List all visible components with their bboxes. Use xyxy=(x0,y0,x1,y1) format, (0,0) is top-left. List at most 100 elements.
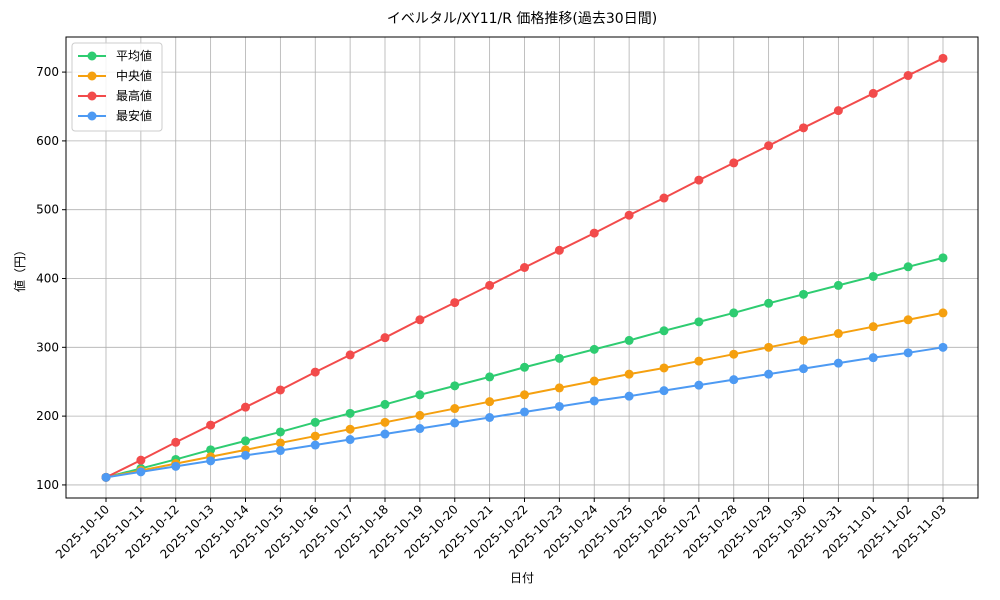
y-tick-label: 300 xyxy=(36,340,59,354)
data-point xyxy=(380,417,390,427)
data-point xyxy=(554,401,564,411)
data-point xyxy=(589,396,599,406)
data-point xyxy=(171,437,181,447)
legend-box xyxy=(71,42,163,132)
data-point xyxy=(485,412,495,422)
data-point xyxy=(241,450,250,460)
data-point xyxy=(554,383,564,393)
data-point xyxy=(450,381,460,391)
data-point xyxy=(938,308,948,318)
data-point xyxy=(833,329,843,339)
legend-label: 平均値 xyxy=(116,48,152,63)
data-point xyxy=(101,472,111,482)
data-point xyxy=(938,53,948,63)
data-point xyxy=(903,71,913,81)
data-point xyxy=(624,210,634,220)
data-point xyxy=(415,410,425,420)
data-point xyxy=(938,253,948,263)
data-point xyxy=(799,335,808,345)
data-point xyxy=(520,407,529,417)
x-axis-label: 日付 xyxy=(510,571,534,585)
data-point xyxy=(206,420,216,430)
data-point xyxy=(938,342,948,352)
data-point xyxy=(694,380,704,390)
data-point xyxy=(310,417,320,427)
data-point xyxy=(485,372,495,382)
data-point xyxy=(868,322,878,332)
data-point xyxy=(903,315,913,325)
data-point xyxy=(589,344,599,354)
data-point xyxy=(415,315,425,325)
legend-marker xyxy=(87,111,97,121)
data-point xyxy=(729,349,739,359)
legend-marker xyxy=(87,71,97,81)
data-point xyxy=(764,141,774,151)
data-point xyxy=(485,280,495,290)
data-point xyxy=(345,408,355,418)
data-point xyxy=(799,123,808,133)
data-point xyxy=(833,280,843,290)
data-point xyxy=(764,342,774,352)
data-point xyxy=(275,385,285,395)
data-point xyxy=(136,455,146,465)
data-point xyxy=(345,350,355,360)
data-point xyxy=(589,376,599,386)
data-point xyxy=(450,418,460,428)
data-point xyxy=(345,424,355,434)
legend-label: 最高値 xyxy=(116,88,152,103)
data-point xyxy=(450,404,460,414)
data-point xyxy=(694,175,704,185)
data-point xyxy=(415,390,425,400)
data-point xyxy=(694,356,704,366)
data-point xyxy=(694,317,704,327)
data-point xyxy=(729,158,739,168)
data-point xyxy=(729,308,739,318)
legend-marker xyxy=(87,51,97,61)
data-point xyxy=(903,262,913,272)
data-point xyxy=(799,289,808,299)
data-point xyxy=(275,446,285,456)
data-point xyxy=(868,88,878,98)
data-point xyxy=(833,106,843,116)
y-tick-label: 200 xyxy=(36,409,59,423)
data-point xyxy=(380,429,390,439)
data-point xyxy=(275,427,285,437)
chart-title: イベルタル/XY11/R 価格推移(過去30日間) xyxy=(387,11,657,27)
data-point xyxy=(310,431,320,441)
data-point xyxy=(764,298,774,308)
data-point xyxy=(136,467,146,477)
data-point xyxy=(415,424,425,434)
data-point xyxy=(171,461,181,471)
data-point xyxy=(764,369,774,379)
data-point xyxy=(241,402,250,412)
data-point xyxy=(206,445,216,455)
data-point xyxy=(624,391,634,401)
data-point xyxy=(241,436,250,446)
y-axis-label: 値（円） xyxy=(12,244,27,292)
data-point xyxy=(624,369,634,379)
data-point xyxy=(345,435,355,445)
y-tick-label: 600 xyxy=(36,134,59,148)
data-point xyxy=(275,438,285,448)
data-point xyxy=(659,386,669,396)
y-tick-label: 100 xyxy=(36,478,59,492)
data-point xyxy=(206,456,216,466)
data-point xyxy=(520,263,529,272)
legend-marker xyxy=(87,91,97,101)
data-point xyxy=(450,298,460,308)
data-point xyxy=(520,362,529,372)
legend-label: 中央値 xyxy=(116,68,152,83)
y-tick-label: 500 xyxy=(36,203,59,217)
y-tick-label: 400 xyxy=(36,272,59,286)
plot-frame xyxy=(65,36,979,499)
data-point xyxy=(554,353,564,363)
data-point xyxy=(485,397,495,407)
data-point xyxy=(554,245,564,255)
legend-label: 最安値 xyxy=(116,108,152,123)
data-point xyxy=(310,367,320,377)
y-tick-label: 700 xyxy=(36,65,59,79)
data-point xyxy=(833,358,843,368)
data-point xyxy=(868,353,878,363)
data-point xyxy=(729,375,739,385)
